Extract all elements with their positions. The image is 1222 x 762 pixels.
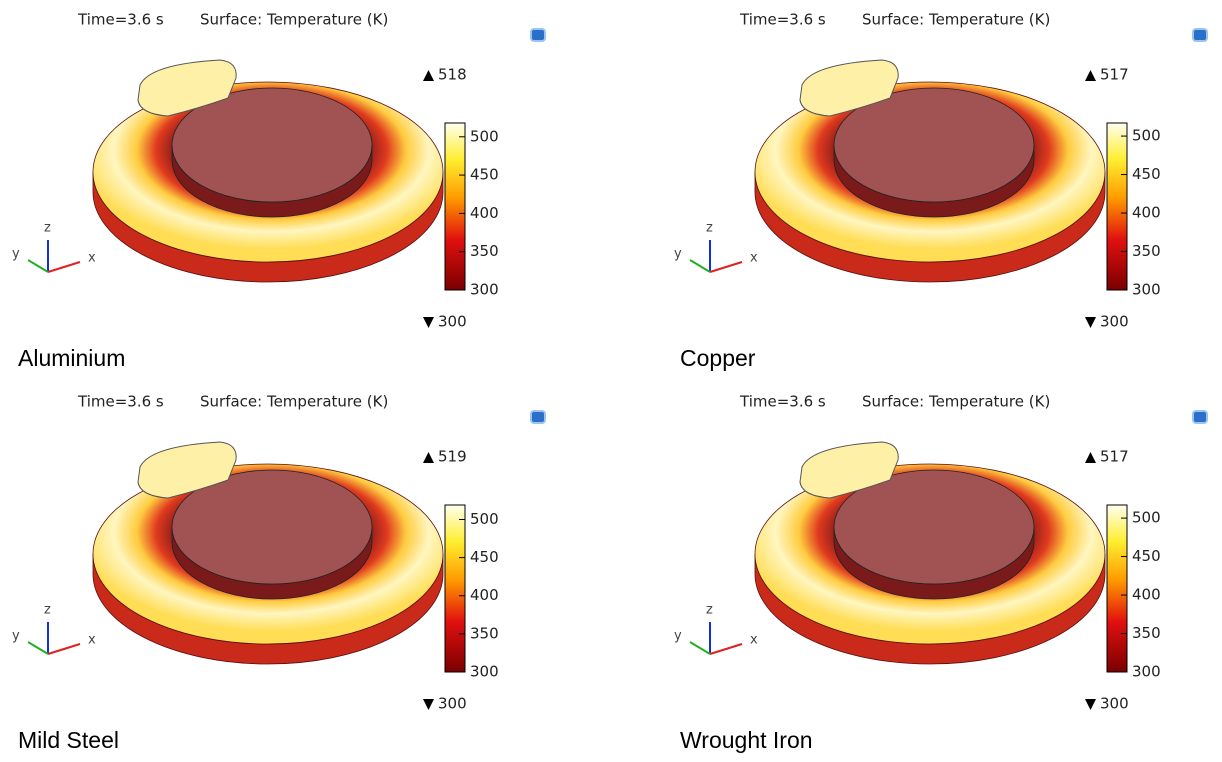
- material-caption: Aluminium: [18, 345, 125, 371]
- axis-y: [28, 642, 48, 654]
- colorbar-tick-label: 350: [470, 624, 499, 642]
- time-label: Time=3.6 s: [77, 11, 164, 29]
- max-label: 517: [1100, 448, 1129, 466]
- min-label: 300: [438, 313, 467, 331]
- time-label: Time=3.6 s: [739, 393, 826, 411]
- axis-label: x: [88, 251, 96, 266]
- max-label: 517: [1100, 66, 1129, 84]
- surface-label: Surface: Temperature (K): [862, 393, 1050, 411]
- min-arrow: [423, 699, 434, 710]
- colorbar-tick-label: 300: [470, 281, 499, 299]
- time-label: Time=3.6 s: [739, 11, 826, 29]
- icon: [531, 411, 545, 423]
- min-label: 300: [438, 695, 467, 713]
- colorbar-tick-label: 350: [470, 242, 499, 260]
- axis-label: x: [750, 633, 758, 648]
- axis-label: y: [674, 629, 682, 644]
- colorbar-tick-label: 350: [1132, 242, 1161, 260]
- colorbar-tick-label: 500: [1132, 127, 1161, 145]
- colorbar-tick-label: 400: [470, 586, 499, 604]
- colorbar: [445, 123, 465, 290]
- surface-label: Surface: Temperature (K): [862, 11, 1050, 29]
- axis-x: [710, 262, 742, 272]
- colorbar-tick-label: 450: [1132, 547, 1161, 565]
- colorbar-tick-label: 500: [470, 510, 499, 528]
- axis-label: z: [44, 221, 51, 236]
- material-caption: Copper: [680, 345, 756, 371]
- colorbar-tick-label: 400: [1132, 586, 1161, 604]
- icon: [1193, 29, 1207, 41]
- figure: Time=3.6 s Surface: Temperature (K) z x y 300…: [0, 0, 1222, 762]
- panel: Time=3.6 s Surface: Temperature (K) z x y 300…: [674, 393, 1207, 754]
- colorbar-tick-label: 400: [1132, 204, 1161, 222]
- min-arrow: [423, 317, 434, 328]
- max-arrow: [423, 70, 434, 81]
- colorbar-tick-label: 300: [1132, 281, 1161, 299]
- axis-x: [710, 644, 742, 654]
- axis-label: z: [706, 603, 713, 618]
- colorbar-tick-label: 450: [470, 166, 499, 184]
- surface-label: Surface: Temperature (K): [200, 11, 388, 29]
- max-label: 519: [438, 448, 467, 466]
- axis-label: y: [12, 629, 20, 644]
- colorbar-tick-label: 450: [470, 548, 499, 566]
- axis-y: [690, 260, 710, 272]
- colorbar: [445, 505, 465, 672]
- icon: [1193, 411, 1207, 423]
- colorbar-tick-label: 400: [470, 204, 499, 222]
- axis-y: [690, 642, 710, 654]
- min-arrow: [1085, 699, 1096, 710]
- axis-label: y: [12, 247, 20, 262]
- min-label: 300: [1100, 695, 1129, 713]
- panel: Time=3.6 s Surface: Temperature (K) z x y 300…: [12, 393, 545, 754]
- axis-label: x: [88, 633, 96, 648]
- axis-label: y: [674, 247, 682, 262]
- min-label: 300: [1100, 313, 1129, 331]
- panel: Time=3.6 s Surface: Temperature (K) z x y 300…: [12, 11, 545, 372]
- axis-label: z: [706, 221, 713, 236]
- max-arrow: [1085, 70, 1096, 81]
- colorbar-tick-label: 350: [1132, 624, 1161, 642]
- min-arrow: [1085, 317, 1096, 328]
- max-label: 518: [438, 66, 467, 84]
- colorbar-tick-label: 300: [470, 663, 499, 681]
- material-caption: Mild Steel: [18, 727, 119, 753]
- colorbar-tick-label: 500: [470, 127, 499, 145]
- axis-label: z: [44, 603, 51, 618]
- colorbar-tick-label: 450: [1132, 165, 1161, 183]
- colorbar-tick-label: 300: [1132, 663, 1161, 681]
- surface-label: Surface: Temperature (K): [200, 393, 388, 411]
- axis-y: [28, 260, 48, 272]
- axis-label: x: [750, 251, 758, 266]
- colorbar: [1107, 123, 1127, 290]
- icon: [531, 29, 545, 41]
- material-caption: Wrought Iron: [680, 727, 813, 753]
- max-arrow: [1085, 452, 1096, 463]
- axis-x: [48, 262, 80, 272]
- colorbar: [1107, 505, 1127, 672]
- axis-x: [48, 644, 80, 654]
- panel: Time=3.6 s Surface: Temperature (K) z x y 300…: [674, 11, 1207, 372]
- max-arrow: [423, 452, 434, 463]
- time-label: Time=3.6 s: [77, 393, 164, 411]
- colorbar-tick-label: 500: [1132, 509, 1161, 527]
